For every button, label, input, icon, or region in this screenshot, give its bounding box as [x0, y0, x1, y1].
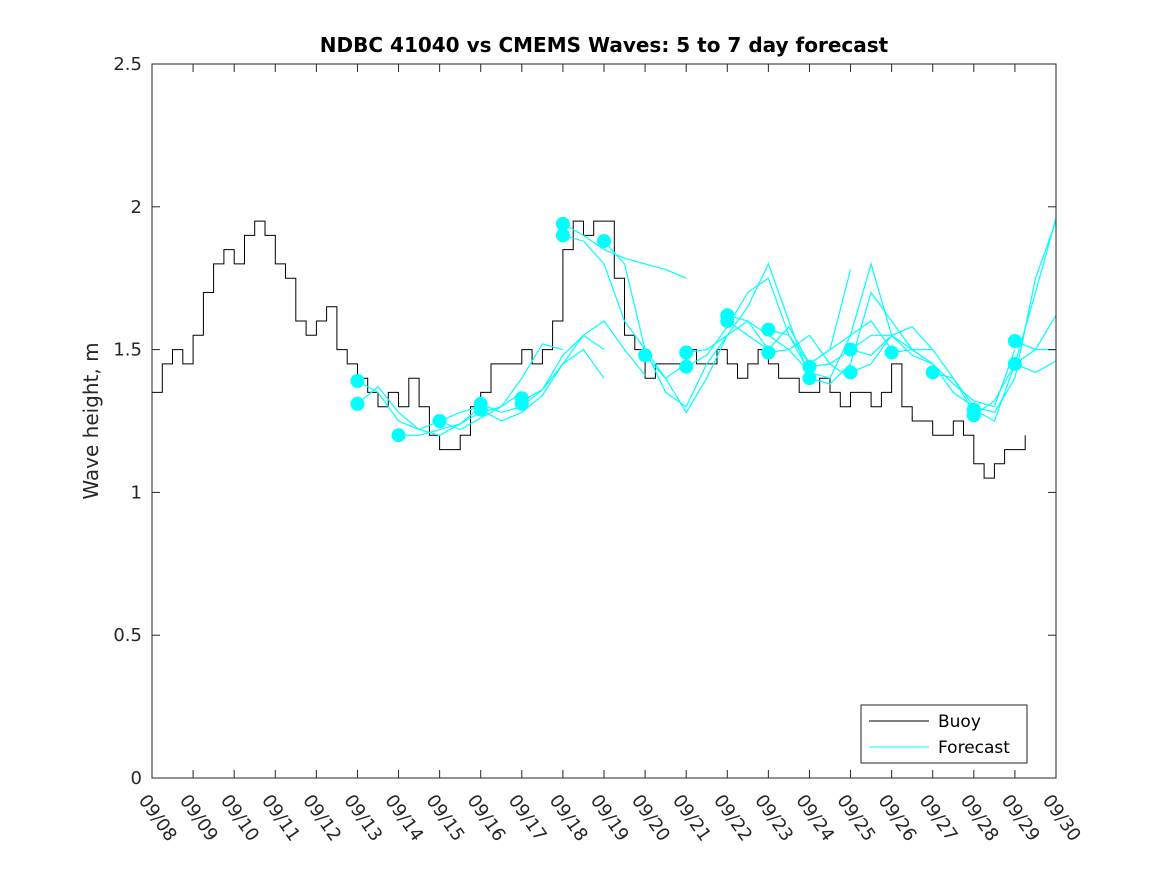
marker-layer	[350, 216, 1022, 443]
forecast-marker	[350, 396, 365, 411]
forecast-marker	[966, 408, 981, 423]
forecast-marker	[391, 428, 406, 443]
forecast-marker	[514, 396, 529, 411]
forecast-marker	[1007, 356, 1022, 371]
forecast-marker	[555, 228, 570, 243]
forecast-run-line-16	[768, 320, 893, 365]
forecast-run-line-22	[891, 348, 1016, 408]
forecast-marker	[638, 348, 653, 363]
forecast-run-line-7	[521, 320, 646, 402]
forecast-run-line-23	[932, 220, 1057, 414]
forecast-run-line-6	[480, 348, 605, 422]
forecast-marker	[597, 234, 611, 249]
forecast-marker	[884, 345, 899, 360]
y-axis-label: Wave height, m	[79, 342, 103, 499]
forecast-marker	[1007, 334, 1022, 348]
forecast-run-line-17	[768, 261, 893, 379]
y-tick-label: 0.5	[113, 625, 142, 646]
legend-forecast-label: Forecast	[938, 738, 1010, 758]
forecast-marker	[555, 216, 570, 231]
forecast-run-line-12	[686, 262, 811, 379]
forecast-run-line-10	[603, 240, 728, 408]
forecast-run-line-4	[439, 343, 564, 431]
forecast-marker	[925, 365, 940, 380]
forecast-marker	[679, 345, 694, 360]
y-tick-label: 1.5	[113, 340, 142, 361]
forecast-run-line-8	[562, 223, 687, 279]
forecast-run-line-18	[809, 334, 933, 368]
forecast-marker	[802, 371, 817, 386]
forecast-marker	[843, 365, 858, 380]
y-tick-label: 2	[131, 197, 142, 218]
forecast-marker	[761, 322, 776, 337]
buoy-series-line	[152, 220, 1026, 479]
forecast-marker	[802, 359, 817, 374]
y-tick-label: 0	[131, 768, 142, 789]
legend-box	[860, 704, 1028, 764]
forecast-marker	[473, 402, 488, 417]
legend-buoy-label: Buoy	[938, 712, 981, 732]
forecast-marker	[432, 414, 447, 428]
chart-title: NDBC 41040 vs CMEMS Waves: 5 to 7 day fo…	[320, 33, 889, 57]
forecast-marker	[720, 314, 735, 328]
y-tick-label: 1	[131, 482, 142, 503]
forecast-marker	[350, 374, 365, 388]
forecast-marker	[679, 359, 694, 374]
forecast-run-line-27	[1014, 360, 1057, 374]
plot-area	[152, 64, 1056, 778]
y-tick-label: 2.5	[113, 54, 142, 75]
forecast-marker	[761, 345, 776, 360]
forecast-marker	[843, 342, 858, 357]
legend: Buoy Forecast	[860, 704, 1028, 764]
